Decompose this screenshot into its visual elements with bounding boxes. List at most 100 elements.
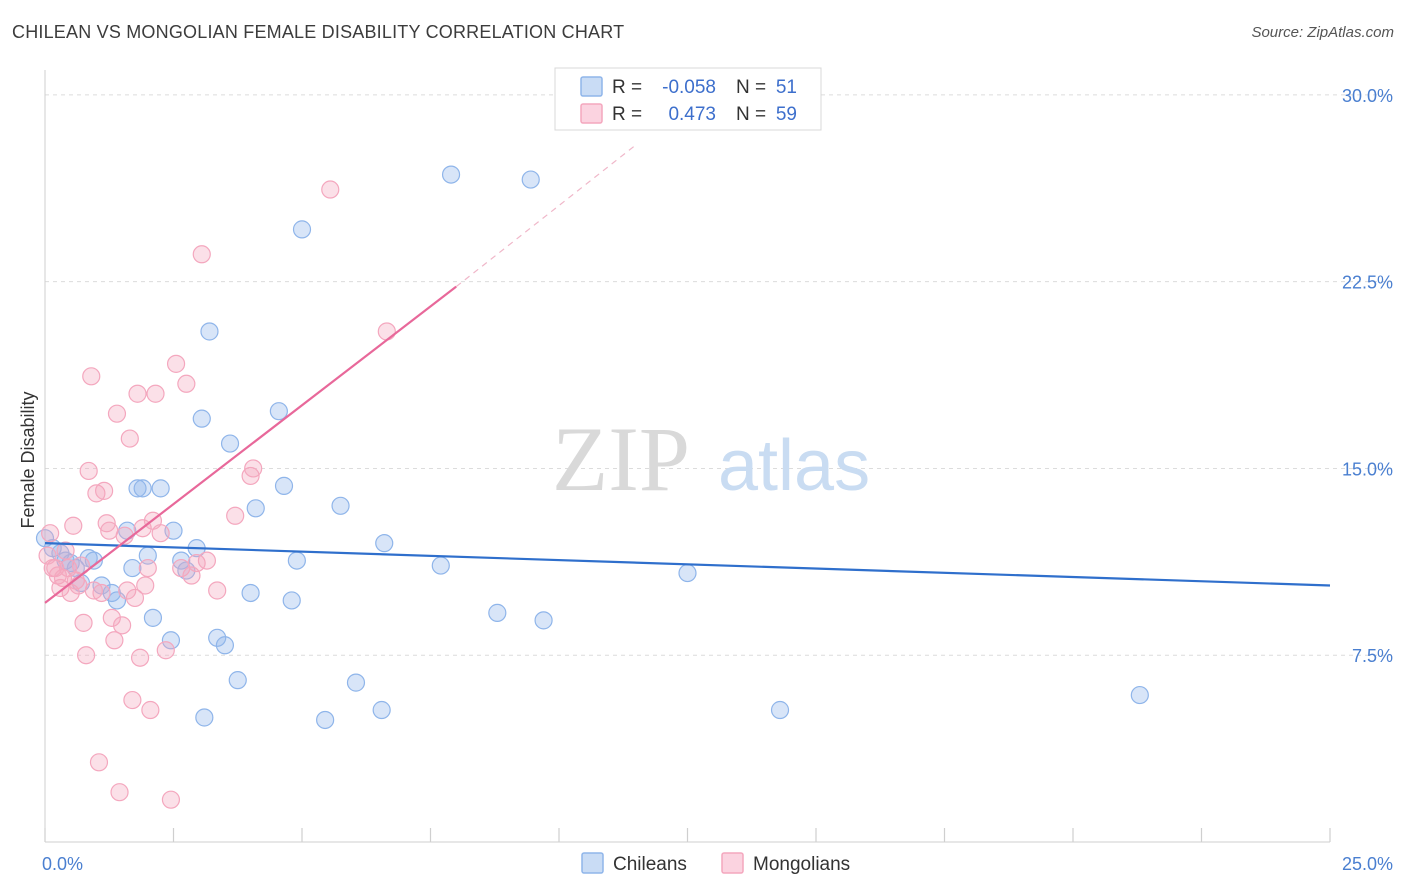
point-chileans bbox=[274, 476, 294, 495]
y-tick-label: 22.5% bbox=[1342, 273, 1393, 293]
point-chileans bbox=[151, 479, 170, 498]
point-chileans bbox=[161, 631, 181, 650]
point-chileans bbox=[287, 551, 306, 570]
point-mongolians bbox=[377, 322, 396, 341]
watermark: ZIP atlas bbox=[552, 408, 870, 510]
point-mongolians bbox=[161, 790, 181, 809]
point-mongolians bbox=[156, 641, 175, 660]
point-chileans bbox=[228, 671, 247, 690]
point-chileans bbox=[292, 220, 312, 239]
legend-top-r-label-mongolians: R = bbox=[612, 104, 642, 125]
watermark-atlas: atlas bbox=[718, 426, 870, 506]
point-chileans bbox=[346, 673, 366, 692]
point-chileans bbox=[200, 322, 219, 341]
point-mongolians bbox=[241, 466, 260, 486]
legend-top-n-label-mongolians: N = bbox=[736, 104, 766, 125]
point-chileans bbox=[678, 563, 697, 583]
point-chileans bbox=[172, 551, 191, 570]
point-mongolians bbox=[136, 576, 155, 595]
point-mongolians bbox=[197, 551, 217, 570]
point-mongolians bbox=[79, 461, 98, 481]
y-tick-label: 30.0% bbox=[1342, 86, 1393, 106]
point-mongolians bbox=[321, 180, 340, 199]
trend-line-chileans bbox=[44, 542, 1331, 587]
y-tick-label: 7.5% bbox=[1352, 646, 1393, 666]
point-mongolians bbox=[69, 576, 88, 595]
point-chileans bbox=[128, 479, 147, 498]
point-chileans bbox=[331, 496, 350, 515]
point-mongolians bbox=[128, 384, 147, 403]
trend-extension-mongolians bbox=[455, 144, 637, 288]
legend-top-swatch-chileans bbox=[580, 76, 603, 97]
point-mongolians bbox=[92, 583, 111, 603]
point-chileans bbox=[316, 710, 335, 730]
point-mongolians bbox=[74, 613, 93, 632]
legend-top-n-label-chileans: N = bbox=[736, 77, 766, 98]
point-chileans bbox=[282, 591, 301, 610]
point-mongolians bbox=[120, 429, 139, 448]
point-mongolians bbox=[192, 245, 211, 264]
legend-bottom: Chileans Mongolians bbox=[581, 852, 850, 875]
point-mongolians bbox=[89, 753, 109, 772]
point-mongolians bbox=[64, 516, 83, 535]
point-mongolians bbox=[110, 783, 129, 802]
legend-bottom-label-chileans: Chileans bbox=[613, 854, 687, 875]
point-mongolians bbox=[105, 631, 124, 650]
tick-labels: 7.5% 15.0% 22.5% 30.0% 0.0% 25.0% bbox=[42, 86, 1393, 874]
point-mongolians bbox=[141, 700, 160, 720]
point-mongolians bbox=[100, 521, 119, 540]
point-chileans bbox=[431, 556, 450, 575]
legend-top-n-value-mongolians: 59 bbox=[776, 104, 797, 125]
point-mongolians bbox=[125, 588, 145, 608]
y-tick-label: 15.0% bbox=[1342, 459, 1393, 479]
point-mongolians bbox=[56, 541, 75, 560]
point-mongolians bbox=[102, 608, 121, 627]
legend-bottom-swatch-mongolians bbox=[721, 852, 744, 874]
point-chileans bbox=[208, 628, 227, 647]
point-mongolians bbox=[244, 459, 263, 478]
source-credit: Source: ZipAtlas.com bbox=[1251, 24, 1394, 41]
legend-top-n-value-chileans: 51 bbox=[776, 77, 797, 98]
point-chileans bbox=[246, 499, 265, 518]
point-mongolians bbox=[146, 384, 165, 403]
legend-top-swatch-mongolians bbox=[580, 103, 603, 124]
point-chileans bbox=[192, 409, 211, 428]
point-mongolians bbox=[208, 581, 227, 600]
data-points bbox=[35, 165, 1149, 809]
axes bbox=[44, 70, 1331, 843]
point-chileans bbox=[241, 583, 260, 603]
chart-title: CHILEAN VS MONGOLIAN FEMALE DISABILITY C… bbox=[12, 22, 625, 42]
point-mongolians bbox=[82, 367, 101, 386]
point-mongolians bbox=[97, 514, 116, 533]
point-chileans bbox=[441, 165, 461, 184]
legend-top-r-value-chileans: -0.058 bbox=[662, 77, 716, 98]
point-mongolians bbox=[166, 354, 186, 373]
point-chileans bbox=[195, 708, 214, 727]
point-mongolians bbox=[38, 546, 57, 565]
point-chileans bbox=[521, 170, 540, 189]
point-mongolians bbox=[151, 524, 170, 543]
point-chileans bbox=[220, 434, 240, 453]
trend-lines bbox=[44, 144, 1331, 604]
watermark-zip: ZIP bbox=[552, 408, 690, 510]
legend-bottom-label-mongolians: Mongolians bbox=[753, 854, 850, 875]
point-chileans bbox=[133, 479, 152, 498]
point-mongolians bbox=[118, 581, 137, 600]
legend-top: R = -0.058 N = 51 R = 0.473 N = 59 bbox=[554, 67, 822, 131]
legend-top-r-value-mongolians: 0.473 bbox=[668, 104, 716, 125]
point-mongolians bbox=[95, 481, 114, 500]
point-mongolians bbox=[41, 524, 60, 543]
point-mongolians bbox=[107, 404, 127, 423]
y-axis-title: Female Disability bbox=[18, 391, 38, 528]
point-chileans bbox=[215, 636, 234, 655]
point-chileans bbox=[372, 700, 391, 720]
point-chileans bbox=[1130, 685, 1149, 705]
point-mongolians bbox=[77, 646, 96, 665]
point-mongolians bbox=[112, 616, 132, 635]
point-chileans bbox=[143, 608, 163, 627]
legend-top-r-label-chileans: R = bbox=[612, 77, 642, 98]
point-chileans bbox=[269, 402, 288, 421]
point-chileans bbox=[534, 611, 553, 630]
point-mongolians bbox=[226, 506, 245, 525]
